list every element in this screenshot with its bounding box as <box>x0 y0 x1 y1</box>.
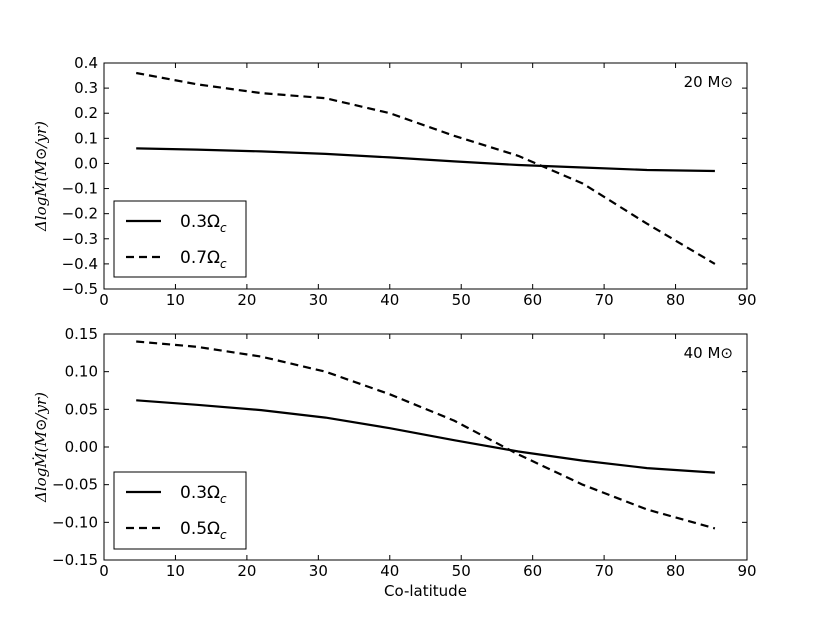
legend: 0.3Ωc 0.5Ωc <box>113 471 247 550</box>
x-tick-label: 10 <box>166 291 185 309</box>
chart-panel-2: 0 10 20 30 40 50 60 70 80 90 0.15 0.10 0.05 0.00 −0.05… <box>32 325 757 600</box>
x-tick-label: 50 <box>452 291 471 309</box>
x-tick-label: 40 <box>380 291 399 309</box>
y-tick-label: 0.2 <box>74 104 98 122</box>
y-tick-label: −0.1 <box>62 180 98 198</box>
x-tick-label: 80 <box>666 291 685 309</box>
x-tick-label: 90 <box>737 562 756 580</box>
y-tick-label: 0.3 <box>74 79 98 97</box>
x-tick-label: 90 <box>737 291 756 309</box>
y-tick-label: 0.10 <box>65 363 98 381</box>
x-tick-label: 20 <box>237 562 256 580</box>
series-line-1 <box>136 399 715 474</box>
x-tick-label: 70 <box>595 291 614 309</box>
x-tick-label: 40 <box>380 562 399 580</box>
chart-panel-1: 0 10 20 30 40 50 60 70 80 90 0.4 0.3 0.2 0.1 0.0 −0.1 −0… <box>32 54 757 309</box>
y-tick-label: −0.5 <box>62 280 98 298</box>
y-axis-label: ΔlogṀ(M⊙/yr) <box>32 392 50 503</box>
legend-label-2: 0.5Ωc <box>180 519 227 542</box>
legend: 0.3Ωc 0.7Ωc <box>113 200 247 278</box>
x-tick-label: 0 <box>99 562 109 580</box>
mass-annotation: 40 M⊙ <box>684 344 733 362</box>
y-tick-label: −0.4 <box>62 255 98 273</box>
series-line-2 <box>136 340 716 530</box>
x-tick-label: 20 <box>237 291 256 309</box>
y-tick-label: −0.3 <box>62 230 98 248</box>
y-tick-label: 0.0 <box>74 154 98 172</box>
series-line-2 <box>135 71 716 265</box>
y-tick-label: −0.15 <box>52 551 98 569</box>
x-tick-label: 30 <box>309 562 328 580</box>
y-axis-label: ΔlogṀ(M⊙/yr) <box>32 121 50 232</box>
x-tick-label: 70 <box>595 562 614 580</box>
legend-label-1: 0.3Ωc <box>180 212 227 235</box>
y-tick-label: −0.10 <box>52 513 98 531</box>
y-tick-label: 0.00 <box>65 438 98 456</box>
legend-box <box>113 471 247 550</box>
y-tick-label: −0.2 <box>62 205 98 223</box>
plot-frame <box>103 62 748 290</box>
x-tick-label: 80 <box>666 562 685 580</box>
y-tick-label: 0.4 <box>74 54 98 72</box>
y-tick-label: 0.15 <box>65 325 98 343</box>
series-line-1 <box>136 147 715 173</box>
y-tick-label: 0.1 <box>74 129 98 147</box>
legend-box <box>113 200 247 278</box>
x-tick-label: 30 <box>309 291 328 309</box>
x-tick-label: 0 <box>99 291 109 309</box>
x-tick-label: 50 <box>452 562 471 580</box>
legend-label-2: 0.7Ωc <box>180 248 227 271</box>
x-tick-label: 60 <box>523 291 542 309</box>
y-tick-label: −0.05 <box>52 476 98 494</box>
x-axis-label: Co-latitude <box>384 582 467 600</box>
legend-label-1: 0.3Ωc <box>180 483 227 506</box>
x-tick-label: 60 <box>523 562 542 580</box>
x-tick-label: 10 <box>166 562 185 580</box>
y-tick-label: 0.05 <box>65 400 98 418</box>
mass-annotation: 20 M⊙ <box>684 73 733 91</box>
